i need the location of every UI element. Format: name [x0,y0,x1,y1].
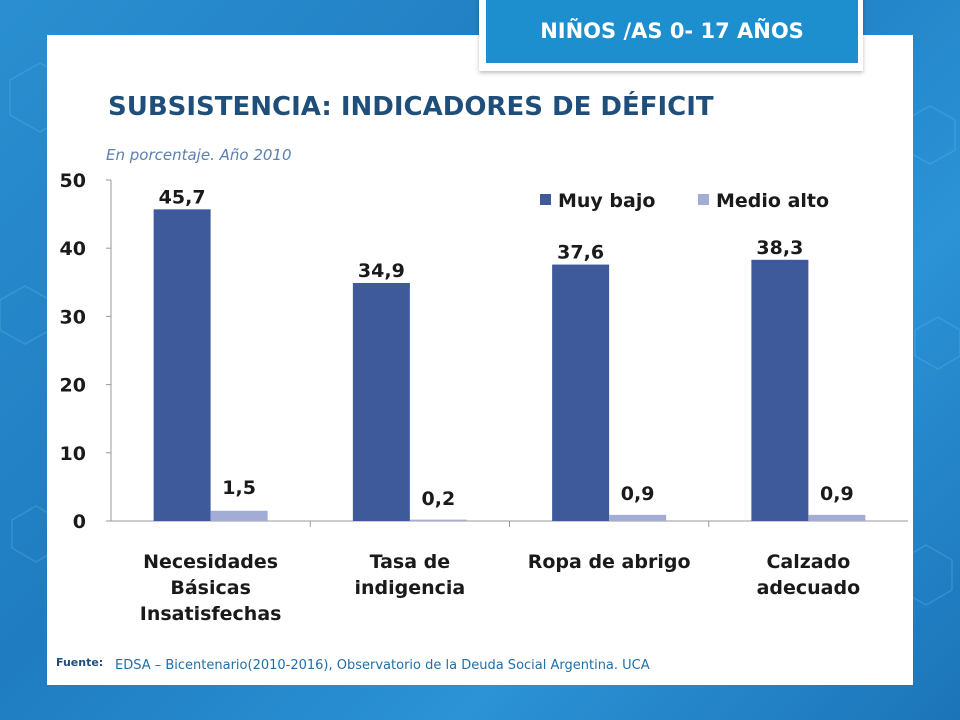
legend-swatch [540,194,551,205]
legend-label: Muy bajo [558,190,655,212]
data-label: 37,6 [557,242,604,264]
bar-muy-bajo [552,264,610,521]
data-label: 0,9 [621,483,655,505]
legend-swatch [698,194,709,205]
y-tick-label: 10 [60,443,86,465]
legend-label: Medio alto [716,190,829,212]
bar-medio-alto [409,519,467,521]
chart-legend: Muy bajo Medio alto [540,190,829,212]
source-text: EDSA – Bicentenario(2010-2016), Observat… [115,658,650,673]
bar-muy-bajo [352,282,410,521]
y-tick-label: 30 [60,306,86,328]
data-label: 0,9 [820,483,854,505]
y-tick-label: 20 [60,375,86,397]
bar-muy-bajo [153,209,211,522]
bar-muy-bajo [751,259,809,521]
slide-subtitle: En porcentaje. Año 2010 [106,146,292,164]
bar-medio-alto [210,510,268,521]
data-label: 38,3 [756,237,803,259]
age-group-badge: NIÑOS /AS 0- 17 AÑOS [486,0,858,63]
data-label: 34,9 [358,260,405,282]
y-tick-label: 50 [60,170,86,192]
x-tick-label: Tasa de indigencia [354,551,465,599]
y-tick-label: 40 [60,238,86,260]
x-tick-label: Ropa de abrigo [528,551,691,573]
bar-medio-alto [609,514,667,521]
data-label: 45,7 [159,186,206,208]
source-label: Fuente: [56,656,104,669]
slide-title: SUBSISTENCIA: INDICADORES DE DÉFICIT [108,92,714,122]
bar-medio-alto [808,514,866,521]
y-tick-label: 0 [73,511,86,533]
data-label: 0,2 [422,488,456,510]
x-tick-label: Necesidades Básicas Insatisfechas [140,551,282,625]
x-tick-label: Calzado adecuado [757,551,861,599]
data-label: 1,5 [222,477,256,499]
